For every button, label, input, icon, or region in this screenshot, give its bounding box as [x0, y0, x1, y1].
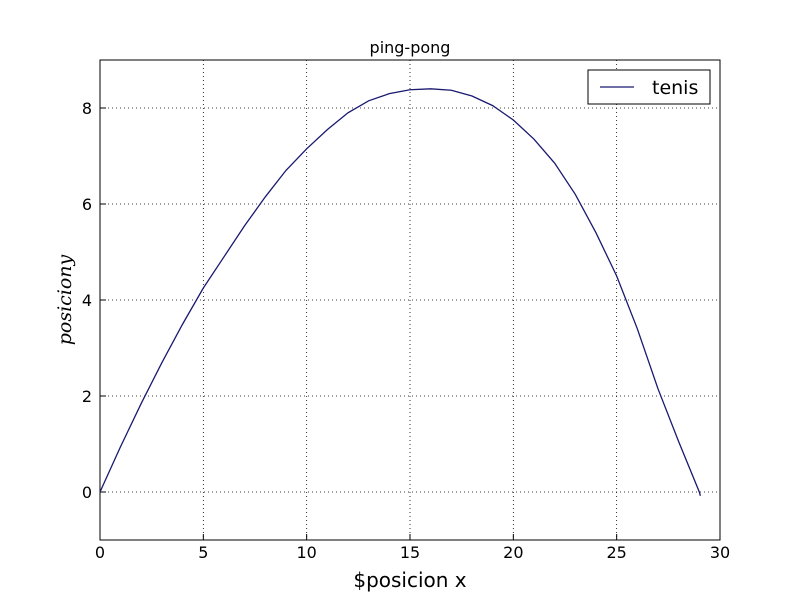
data-line	[99, 88, 701, 497]
y-axis-label: posiciony	[54, 254, 76, 345]
y-tick-label: 2	[82, 387, 92, 406]
y-tick-label: 0	[82, 483, 92, 502]
y-tick-label: 6	[82, 195, 92, 214]
x-axis-label: $posicion x	[353, 568, 466, 592]
x-tick-label: 15	[400, 543, 420, 562]
plot-frame	[99, 59, 721, 541]
x-tick-label: 20	[503, 543, 523, 562]
x-tick-label: 5	[198, 543, 208, 562]
y-tick-label: 4	[82, 291, 92, 310]
x-tick-label: 30	[710, 543, 730, 562]
legend-label: tenis	[652, 77, 698, 99]
y-tick-label: 8	[82, 99, 92, 118]
x-tick-label: 10	[296, 543, 316, 562]
x-tick-label: 25	[606, 543, 626, 562]
chart-title: ping-pong	[370, 38, 451, 57]
x-tick-label: 0	[95, 543, 105, 562]
